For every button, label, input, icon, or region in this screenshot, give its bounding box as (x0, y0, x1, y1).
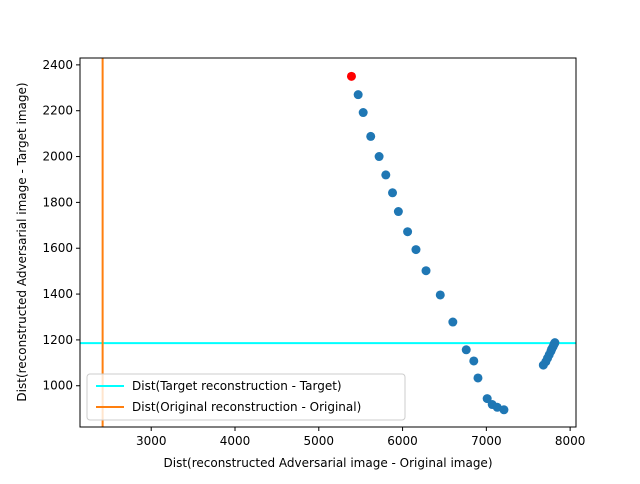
data-point (473, 373, 483, 383)
data-point (469, 356, 479, 366)
data-point (435, 290, 445, 300)
legend: Dist(Target reconstruction - Target) Dist… (86, 373, 406, 421)
x-axis-label: Dist(reconstructed Adversarial image - O… (164, 456, 493, 470)
highlight-point (346, 71, 356, 81)
x-tick-label: 4000 (220, 434, 251, 448)
x-tick-label: 5000 (304, 434, 335, 448)
data-point (381, 170, 391, 180)
data-point (482, 394, 492, 404)
legend-label: Dist(Target reconstruction - Target) (132, 379, 342, 393)
y-tick-label: 1800 (42, 195, 73, 209)
data-point (461, 345, 471, 355)
x-tick-label: 6000 (387, 434, 418, 448)
data-point (353, 90, 363, 100)
x-tick-label: 7000 (471, 434, 502, 448)
data-point (358, 108, 368, 118)
data-point (374, 152, 384, 162)
y-tick-label: 1400 (42, 287, 73, 301)
x-tick-label: 8000 (555, 434, 586, 448)
axes-frame (79, 57, 577, 428)
x-tick-label: 3000 (136, 434, 167, 448)
data-point (421, 266, 431, 276)
y-tick-label: 2200 (42, 104, 73, 118)
y-tick-label: 2400 (42, 58, 73, 72)
data-point (550, 338, 560, 348)
y-tick-label: 1200 (42, 333, 73, 347)
data-point (393, 207, 403, 217)
y-tick-label: 1600 (42, 241, 73, 255)
legend-box (86, 373, 406, 421)
data-point (403, 227, 413, 237)
y-axis: 1000 1200 1400 1600 1800 2000 2200 2400 (42, 58, 80, 393)
y-tick-label: 1000 (42, 379, 73, 393)
data-point (366, 131, 376, 141)
plot-area (80, 58, 576, 427)
data-point (499, 405, 509, 415)
data-point (448, 317, 458, 327)
y-tick-label: 2000 (42, 150, 73, 164)
data-point (411, 245, 421, 255)
data-point (388, 188, 398, 198)
legend-label: Dist(Original reconstruction - Original) (132, 400, 361, 414)
x-axis: 3000 4000 5000 6000 7000 8000 (136, 427, 585, 448)
y-axis-label: Dist(reconstructed Adversarial image - T… (15, 82, 29, 401)
